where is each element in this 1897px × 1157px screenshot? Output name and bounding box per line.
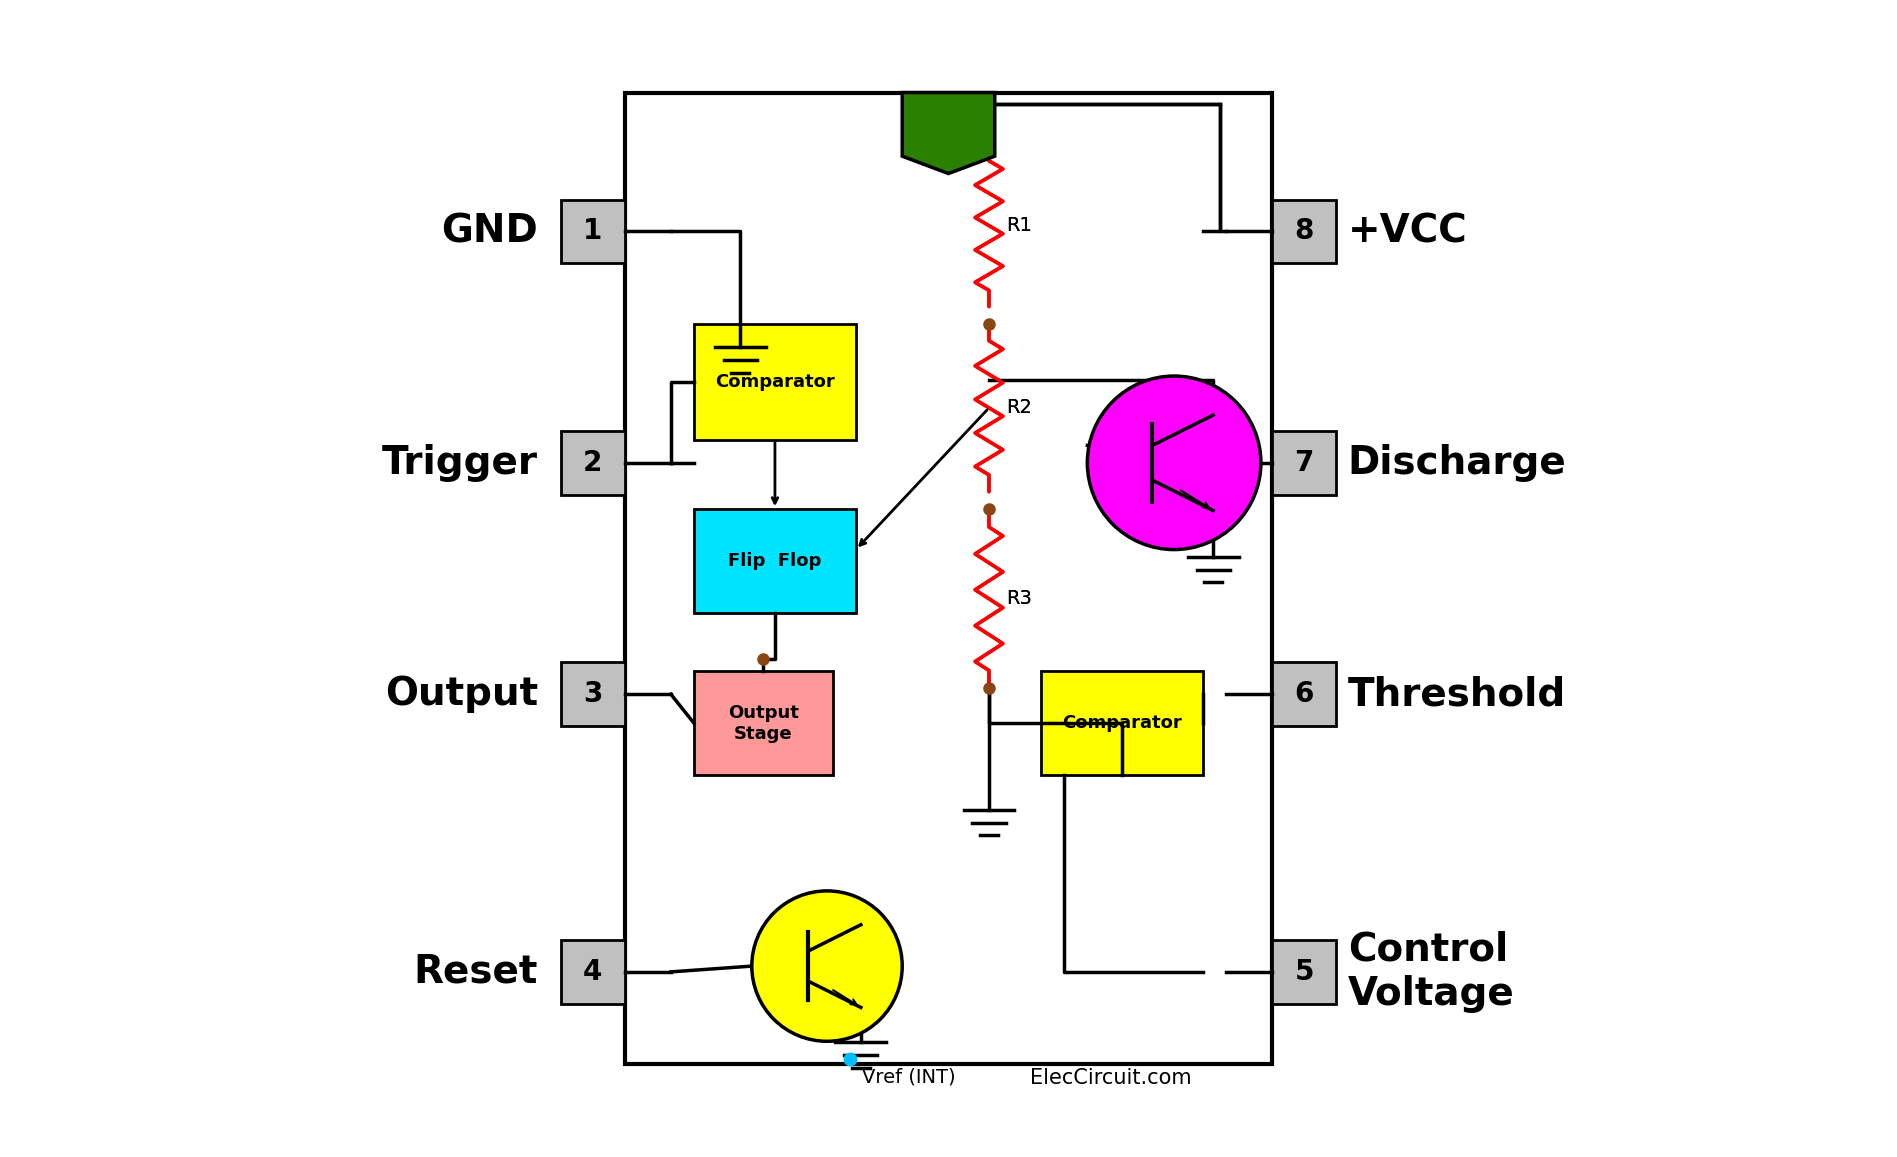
FancyBboxPatch shape <box>562 939 624 1003</box>
Text: R1: R1 <box>1005 216 1032 235</box>
Text: 4: 4 <box>582 958 603 986</box>
Text: GND: GND <box>440 213 537 250</box>
Text: Output
Stage: Output Stage <box>728 703 799 743</box>
Text: 1: 1 <box>582 218 603 245</box>
Polygon shape <box>903 93 994 174</box>
FancyBboxPatch shape <box>1273 939 1335 1003</box>
FancyBboxPatch shape <box>1041 671 1203 775</box>
Text: 7: 7 <box>1294 449 1315 477</box>
Circle shape <box>1087 376 1262 550</box>
Text: +VCC: +VCC <box>1347 213 1468 250</box>
Text: R2: R2 <box>1005 398 1032 418</box>
FancyBboxPatch shape <box>562 199 624 263</box>
Text: 6: 6 <box>1294 680 1315 708</box>
FancyBboxPatch shape <box>1273 662 1335 727</box>
Text: Comparator: Comparator <box>1062 714 1182 732</box>
Text: 5: 5 <box>1294 958 1315 986</box>
FancyBboxPatch shape <box>1273 430 1335 495</box>
FancyBboxPatch shape <box>1273 199 1335 263</box>
Text: Flip  Flop: Flip Flop <box>728 552 821 570</box>
Text: 3: 3 <box>582 680 603 708</box>
Text: R2: R2 <box>1005 398 1032 418</box>
Text: Control
Voltage: Control Voltage <box>1347 931 1514 1012</box>
FancyBboxPatch shape <box>562 662 624 727</box>
Text: R3: R3 <box>1005 589 1032 609</box>
FancyBboxPatch shape <box>562 430 624 495</box>
FancyBboxPatch shape <box>694 671 833 775</box>
Text: Reset: Reset <box>414 953 537 990</box>
Text: Comparator: Comparator <box>715 373 835 391</box>
Text: R1: R1 <box>1005 216 1032 235</box>
Text: ElecCircuit.com: ElecCircuit.com <box>1030 1068 1191 1088</box>
Text: Trigger: Trigger <box>381 444 537 481</box>
Text: 2: 2 <box>582 449 603 477</box>
Text: Output: Output <box>385 676 537 713</box>
Text: Vref (INT): Vref (INT) <box>861 1068 956 1086</box>
Circle shape <box>751 891 903 1041</box>
Text: R3: R3 <box>1005 589 1032 609</box>
FancyBboxPatch shape <box>694 324 856 440</box>
Text: Threshold: Threshold <box>1347 676 1565 713</box>
Text: Discharge: Discharge <box>1347 444 1567 481</box>
FancyBboxPatch shape <box>694 509 856 613</box>
FancyBboxPatch shape <box>624 93 1273 1064</box>
Text: 8: 8 <box>1294 218 1315 245</box>
